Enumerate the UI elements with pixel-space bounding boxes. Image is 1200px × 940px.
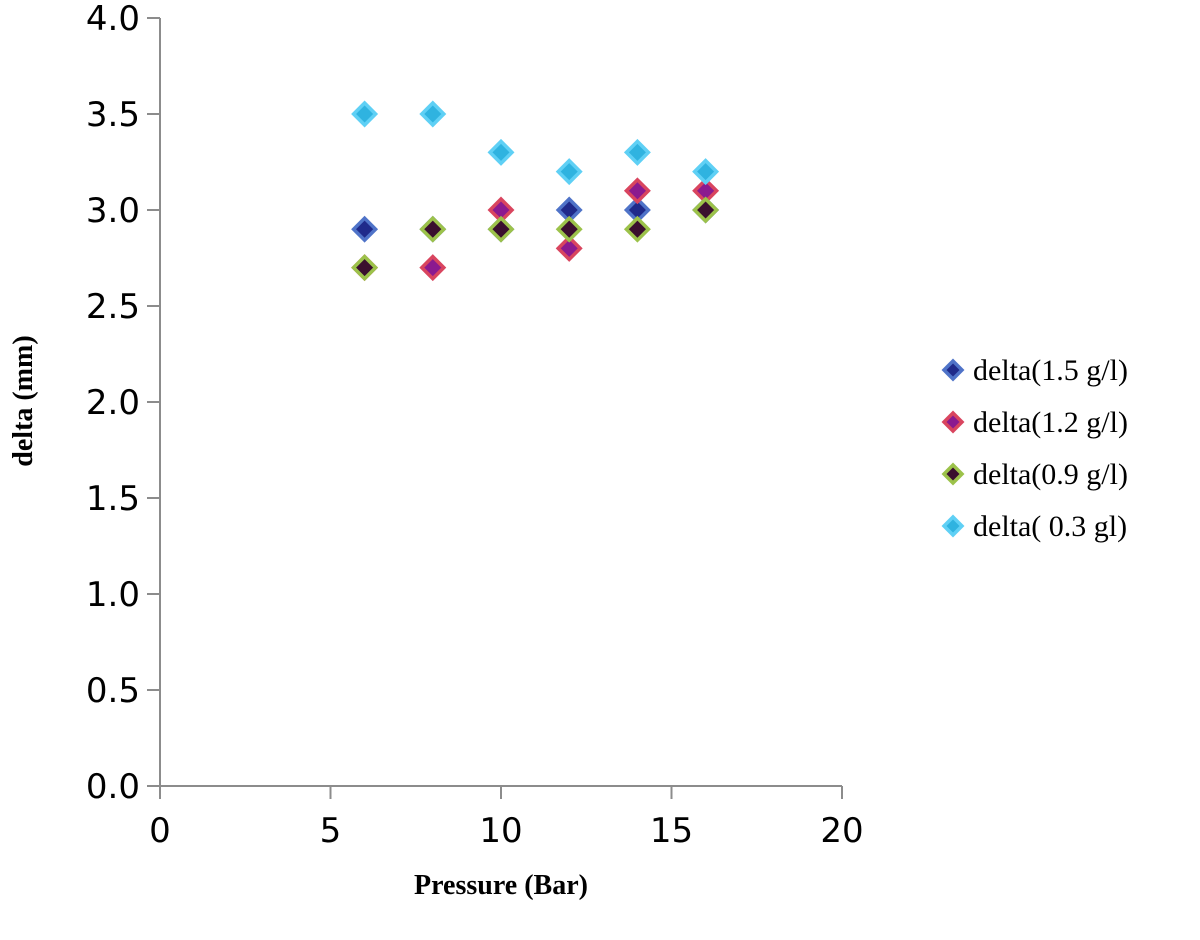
data-point xyxy=(555,234,583,262)
data-point xyxy=(623,177,651,205)
x-tick-label: 0 xyxy=(149,811,171,851)
data-point xyxy=(487,138,515,166)
legend-label: delta(1.2 g/l) xyxy=(973,406,1128,439)
data-point xyxy=(555,158,583,186)
y-tick-label: 3.0 xyxy=(86,191,140,231)
data-point xyxy=(351,254,379,282)
y-tick-label: 1.5 xyxy=(86,479,140,519)
y-tick-label: 1.0 xyxy=(86,575,140,615)
y-axis-title: delta (mm) xyxy=(8,335,39,466)
data-point xyxy=(419,215,447,243)
data-point xyxy=(692,196,720,224)
y-tick-label: 2.5 xyxy=(86,287,140,327)
legend-marker xyxy=(941,410,965,434)
data-point xyxy=(351,215,379,243)
legend-item: delta( 0.3 gl) xyxy=(941,510,1127,543)
x-tick-label: 10 xyxy=(479,811,522,851)
data-point xyxy=(351,100,379,128)
series-2 xyxy=(351,177,720,282)
y-tick-label: 3.5 xyxy=(86,95,140,135)
legend-item: delta(1.5 g/l) xyxy=(941,354,1128,387)
axes: 0.0 0.5 1.0 1.5 2.0 2.5 3.0 3.5 4.0 0 5 10 15 20 xyxy=(86,0,864,851)
legend-label: delta(1.5 g/l) xyxy=(973,354,1128,387)
legend-item: delta(0.9 g/l) xyxy=(941,458,1128,491)
data-point xyxy=(419,254,447,282)
y-tick-label: 0.0 xyxy=(86,767,140,807)
x-tick-label: 5 xyxy=(320,811,342,851)
y-tick-label: 0.5 xyxy=(86,671,140,711)
plot-area xyxy=(351,100,720,282)
series-4 xyxy=(351,100,720,186)
legend-label: delta(0.9 g/l) xyxy=(973,458,1128,491)
y-tick-label: 2.0 xyxy=(86,383,140,423)
legend-marker xyxy=(941,514,965,538)
legend: delta(1.5 g/l) delta(1.2 g/l) delta(0.9 g/… xyxy=(941,354,1128,543)
x-tick-label: 20 xyxy=(820,811,863,851)
data-point xyxy=(487,215,515,243)
data-point xyxy=(623,215,651,243)
legend-item: delta(1.2 g/l) xyxy=(941,406,1128,439)
series-1 xyxy=(351,196,720,243)
x-axis-title: Pressure (Bar) xyxy=(414,870,588,901)
x-tick-label: 15 xyxy=(650,811,693,851)
legend-marker xyxy=(941,462,965,486)
legend-label: delta( 0.3 gl) xyxy=(973,510,1127,543)
data-point xyxy=(419,100,447,128)
legend-marker xyxy=(941,358,965,382)
data-point xyxy=(555,215,583,243)
series-3 xyxy=(351,196,720,282)
data-point xyxy=(692,158,720,186)
data-point xyxy=(623,138,651,166)
y-tick-label: 4.0 xyxy=(86,0,140,39)
